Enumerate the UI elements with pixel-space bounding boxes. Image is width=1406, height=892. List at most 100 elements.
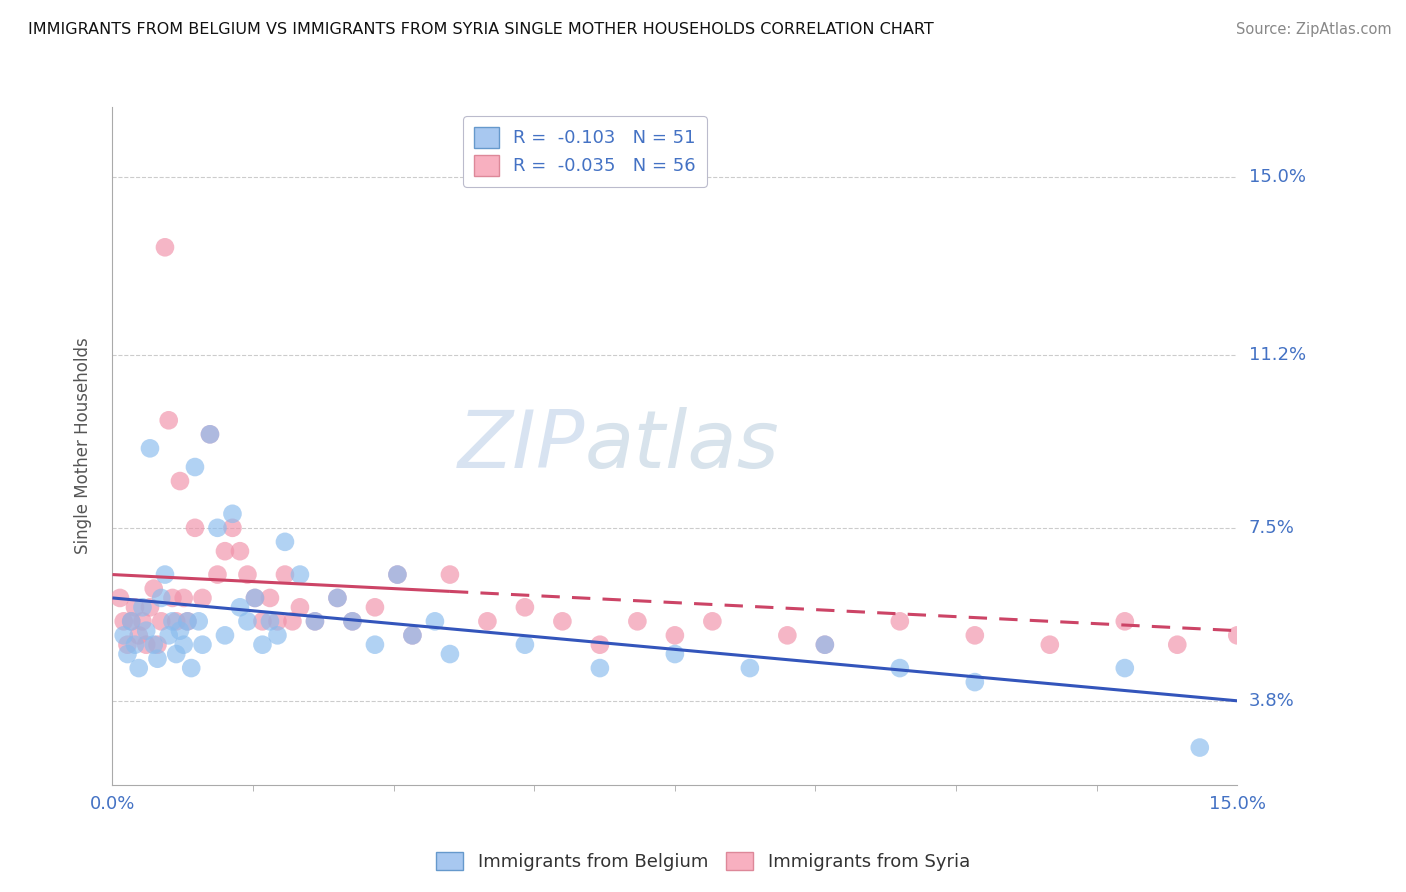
Point: [135, 624, 157, 638]
Point: [169, 474, 191, 488]
Point: [342, 615, 364, 629]
Point: [963, 628, 986, 642]
Point: [139, 442, 162, 456]
Point: [198, 427, 221, 442]
Point: [153, 567, 176, 582]
Point: [513, 600, 536, 615]
Point: [664, 628, 686, 642]
Point: [176, 615, 198, 629]
Point: [243, 591, 266, 605]
Point: [1039, 638, 1062, 652]
Point: [304, 615, 326, 629]
Point: [142, 638, 165, 652]
Point: [142, 582, 165, 596]
Point: [326, 591, 349, 605]
Point: [229, 600, 252, 615]
Point: [157, 628, 180, 642]
Point: [281, 615, 304, 629]
Point: [401, 628, 423, 642]
Point: [117, 638, 139, 652]
Point: [162, 591, 184, 605]
Point: [326, 591, 349, 605]
Point: [477, 615, 499, 629]
Text: 7.5%: 7.5%: [1249, 519, 1295, 537]
Point: [165, 615, 187, 629]
Point: [1188, 740, 1211, 755]
Point: [214, 628, 236, 642]
Point: [814, 638, 837, 652]
Point: [259, 591, 281, 605]
Point: [364, 600, 387, 615]
Point: [702, 615, 724, 629]
Point: [173, 591, 195, 605]
Point: [589, 638, 612, 652]
Point: [304, 615, 326, 629]
Point: [1114, 661, 1136, 675]
Point: [387, 567, 409, 582]
Point: [112, 615, 135, 629]
Point: [288, 600, 311, 615]
Point: [342, 615, 364, 629]
Point: [173, 638, 195, 652]
Point: [184, 521, 207, 535]
Point: [252, 615, 274, 629]
Point: [738, 661, 761, 675]
Point: [191, 591, 214, 605]
Point: [146, 638, 169, 652]
Point: [1226, 628, 1249, 642]
Point: [176, 615, 198, 629]
Point: [187, 615, 209, 629]
Point: [387, 567, 409, 582]
Point: [1166, 638, 1188, 652]
Point: [150, 615, 173, 629]
Point: [229, 544, 252, 558]
Point: [236, 567, 259, 582]
Point: [814, 638, 837, 652]
Point: [364, 638, 387, 652]
Point: [165, 647, 187, 661]
Point: [124, 638, 146, 652]
Point: [963, 675, 986, 690]
Point: [169, 624, 191, 638]
Point: [513, 638, 536, 652]
Point: [439, 647, 461, 661]
Point: [207, 567, 229, 582]
Text: 3.8%: 3.8%: [1249, 692, 1295, 710]
Point: [401, 628, 423, 642]
Point: [274, 567, 297, 582]
Point: [120, 615, 142, 629]
Point: [153, 240, 176, 254]
Text: 15.0%: 15.0%: [1249, 169, 1306, 186]
Point: [221, 507, 243, 521]
Point: [221, 521, 243, 535]
Y-axis label: Single Mother Households: Single Mother Households: [73, 338, 91, 554]
Point: [664, 647, 686, 661]
Point: [889, 661, 911, 675]
Point: [117, 647, 139, 661]
Point: [128, 628, 150, 642]
Point: [266, 615, 288, 629]
Point: [135, 638, 157, 652]
Text: atlas: atlas: [585, 407, 780, 485]
Text: ZIP: ZIP: [457, 407, 585, 485]
Point: [112, 628, 135, 642]
Point: [1114, 615, 1136, 629]
Point: [252, 638, 274, 652]
Point: [889, 615, 911, 629]
Point: [214, 544, 236, 558]
Point: [274, 534, 297, 549]
Point: [776, 628, 799, 642]
Point: [157, 413, 180, 427]
Point: [198, 427, 221, 442]
Point: [139, 600, 162, 615]
Legend: Immigrants from Belgium, Immigrants from Syria: Immigrants from Belgium, Immigrants from…: [429, 845, 977, 879]
Point: [162, 615, 184, 629]
Text: Source: ZipAtlas.com: Source: ZipAtlas.com: [1236, 22, 1392, 37]
Point: [439, 567, 461, 582]
Point: [146, 651, 169, 665]
Point: [108, 591, 131, 605]
Text: IMMIGRANTS FROM BELGIUM VS IMMIGRANTS FROM SYRIA SINGLE MOTHER HOUSEHOLDS CORREL: IMMIGRANTS FROM BELGIUM VS IMMIGRANTS FR…: [28, 22, 934, 37]
Point: [266, 628, 288, 642]
Point: [207, 521, 229, 535]
Point: [589, 661, 612, 675]
